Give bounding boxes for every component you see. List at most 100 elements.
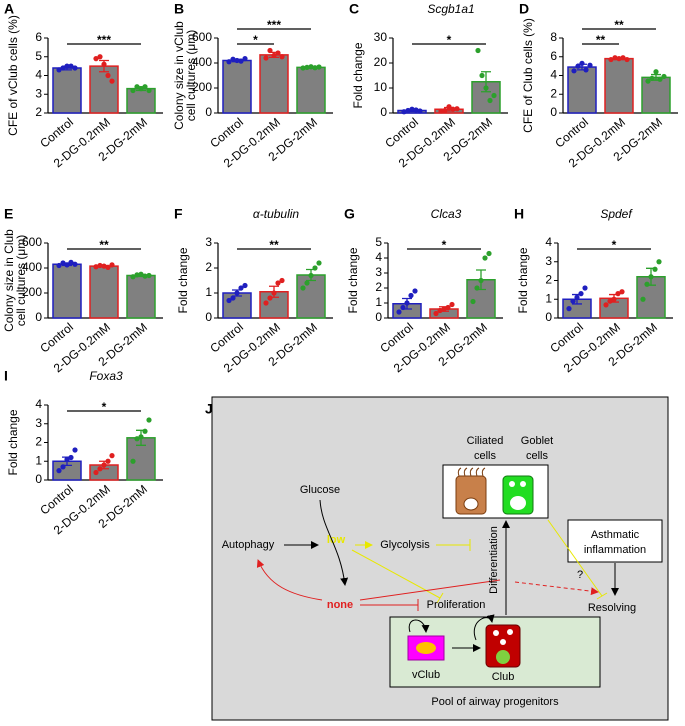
data-point [93,469,99,476]
data-point [238,58,244,64]
y-tick-label: 1 [545,291,552,305]
nucleus [416,642,436,654]
data-point [475,47,481,54]
data-point [134,272,140,278]
data-point [64,262,70,268]
label: Ciliated [467,435,504,447]
y-tick-label: 5 [35,49,42,63]
data-point [97,54,103,60]
arrow [319,499,349,586]
data-point [279,54,285,60]
y-tick-label: 2 [545,273,552,287]
data-point [645,78,651,84]
data-point [93,56,99,62]
data-point [316,64,322,70]
data-point [616,56,622,62]
y-tick-label: 2 [550,86,557,100]
data-point [661,73,667,80]
chart-title: α-tubulin [253,207,300,221]
data-point [308,272,314,279]
y-tick-label: 4 [545,235,552,249]
label: ? [577,569,583,581]
data-point [56,262,62,269]
data-point [571,68,577,74]
data-point [578,291,584,297]
data-point [417,108,423,114]
data-point [300,65,306,71]
bar [466,279,496,319]
data-point [396,309,402,315]
label: Autophagy [222,539,275,551]
data-point [109,78,115,84]
data-point [142,273,148,279]
bar [222,292,252,319]
bar [52,263,82,319]
data-point [649,75,655,81]
data-point [570,298,576,304]
data-point [624,56,630,63]
y-tick-label: 0 [35,472,42,486]
data-point [487,97,493,104]
data-point [267,295,273,301]
bar [222,59,252,114]
y-tick-label: 5 [375,235,382,249]
data-point [657,76,663,82]
data-point [72,65,78,71]
data-point [656,259,662,265]
data-point [304,64,310,70]
y-tick-label: 20 [374,55,388,69]
data-point [619,289,625,295]
data-point [146,417,152,423]
label: low [327,534,346,546]
data-point [275,280,281,286]
data-point [308,64,314,70]
y-axis-label: CFE of vClub cells (%) [6,15,20,136]
data-point [60,260,66,266]
granule [500,639,506,645]
data-point [479,72,485,79]
panel-letter: C [349,1,359,17]
inhibition [436,539,471,551]
y-tick-label: 2 [205,260,212,274]
arrow [256,559,323,601]
significance-label: * [253,33,258,47]
granule [509,481,515,487]
data-point [263,55,269,61]
data-point [404,300,410,306]
panel-letter: D [519,1,529,17]
data-point [93,264,99,270]
label: cells [474,450,497,462]
data-point [138,271,144,277]
data-point [275,50,281,56]
y-tick-label: 600 [22,235,42,249]
data-point [608,56,614,63]
y-tick-label: 0 [375,310,382,324]
data-point [130,458,136,464]
y-axis-label: Fold change [6,409,20,475]
y-tick-label: 1 [35,453,42,467]
granule [507,629,513,635]
data-point [413,107,419,113]
data-point [620,55,626,61]
asthma-box [567,519,663,563]
y-tick-label: 0 [380,105,387,119]
diagram: J Ciliated cells Goblet cells Glucose Au… [205,396,669,721]
data-point [230,295,236,301]
data-point [615,291,621,297]
data-point [304,280,310,286]
nucleus [463,497,479,511]
data-point [238,285,244,291]
bar [52,67,82,114]
data-point [109,262,115,268]
bar [296,274,326,319]
granule [520,481,526,487]
significance-label: ** [99,238,109,252]
panel-letter: E [4,206,13,222]
data-point [574,294,580,300]
data-point [101,263,107,269]
y-axis-label: Fold change [516,247,530,313]
panel-letter: G [344,206,355,222]
data-point [486,250,492,257]
data-point [450,106,456,112]
y-tick-label: 0 [205,310,212,324]
